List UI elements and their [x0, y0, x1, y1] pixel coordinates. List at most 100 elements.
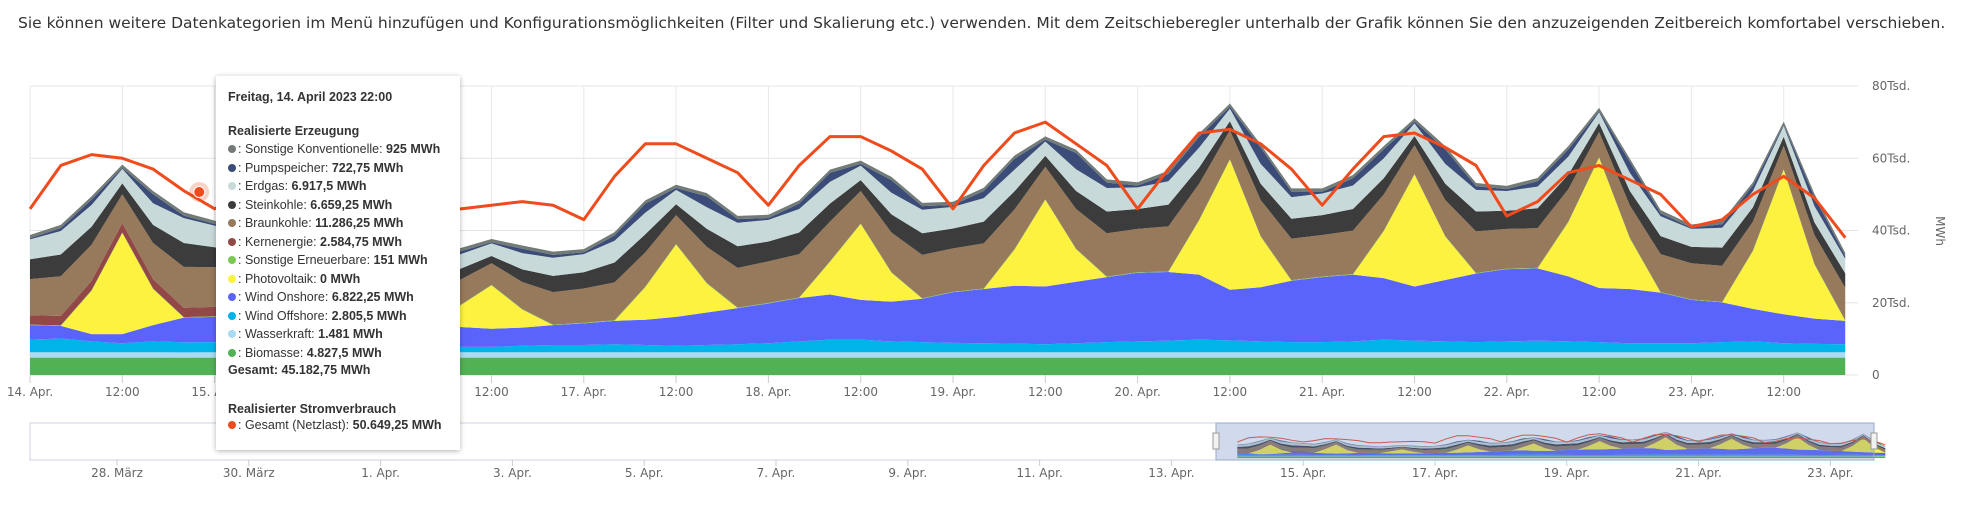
y-tick-label: 20Tsd.: [1872, 296, 1910, 310]
legend-dot-icon: [228, 200, 236, 209]
area-wind-offshore-navigator: [1237, 454, 1886, 456]
y-axis-label: MWh: [1933, 216, 1947, 246]
tooltip-row-label: Erdgas: [244, 179, 285, 193]
navigator-tick-label: 7. Apr.: [757, 466, 796, 480]
area-wind-onshore: [30, 268, 1846, 347]
x-tick-label: 12:00: [1213, 385, 1248, 399]
navigator-tick-label: 13. Apr.: [1148, 466, 1194, 480]
x-tick-label: 12:00: [474, 385, 509, 399]
legend-dot-icon: [228, 274, 236, 283]
area-biomasse: [30, 357, 1846, 375]
area-wind-offshore: [30, 338, 1846, 353]
y-tick-label: 80Tsd.: [1872, 79, 1910, 93]
navigator-tick-label: 30. März: [223, 466, 275, 480]
tooltip-row: : Steinkohle: 6.659,25 MWh: [228, 196, 448, 215]
x-tick-label: 17. Apr.: [561, 385, 607, 399]
y-tick-label: 0: [1872, 368, 1880, 382]
tooltip-row-value: 4.827,5 MWh: [306, 345, 382, 360]
tooltip-row-label: Steinkohle: [244, 197, 304, 212]
tooltip-row-value: 6.917,5 MWh: [291, 179, 367, 193]
navigator-handle-right[interactable]: [1870, 432, 1878, 450]
legend-dot-icon: [228, 237, 236, 246]
legend-dot-icon: [228, 330, 236, 338]
x-tick-label: 12:00: [659, 385, 694, 399]
legend-dot-icon: [228, 256, 236, 264]
x-tick-label: 18. Apr.: [745, 385, 791, 399]
navigator-tick-label: 5. Apr.: [625, 466, 664, 480]
tooltip-row-value: 2.584,75 MWh: [320, 234, 402, 249]
x-tick-label: 23. Apr.: [1668, 385, 1714, 399]
tooltip-row-label: Wasserkraft: [244, 327, 312, 341]
tooltip-row-value: 0 MWh: [320, 271, 361, 286]
x-tick-label: 12:00: [843, 385, 878, 399]
x-tick-label: 19. Apr.: [930, 385, 976, 399]
legend-dot-icon: [228, 219, 236, 227]
x-tick-label: 22. Apr.: [1484, 385, 1530, 399]
navigator-tick-label: 1. Apr.: [361, 466, 400, 480]
navigator-tick-label: 3. Apr.: [493, 466, 532, 480]
tooltip-row: : Wasserkraft: 1.481 MWh: [228, 325, 448, 344]
tooltip-row: : Wind Offshore: 2.805,5 MWh: [228, 307, 448, 326]
navigator-handle-left[interactable]: [1212, 432, 1220, 450]
x-tick-label: 12:00: [1028, 385, 1063, 399]
legend-dot-icon: [228, 293, 236, 301]
y-tick-label: 40Tsd.: [1872, 224, 1910, 238]
tooltip-consumption-value: 50.649,25 MWh: [352, 418, 442, 432]
tooltip-row-value: 11.286,25 MWh: [315, 216, 404, 230]
navigator-tick-label: 19. Apr.: [1544, 466, 1590, 480]
x-tick-label: 20. Apr.: [1114, 385, 1160, 399]
tooltip-row-label: Sonstige Konventionelle: [244, 142, 380, 156]
area-braunkohle-navigator: [1237, 434, 1886, 454]
y-tick-label: 60Tsd.: [1872, 151, 1910, 165]
tooltip-row: : Kernenergie: 2.584,75 MWh: [228, 233, 448, 252]
x-tick-label: 21. Apr.: [1299, 385, 1345, 399]
tooltip-row-label: Biomasse: [244, 345, 300, 360]
tooltip-row-value: 925 MWh: [386, 142, 441, 156]
area-sonstige-konventionelle-navigator: [1237, 431, 1886, 447]
area-braunkohle: [30, 130, 1846, 325]
tooltip-consumption-label: Gesamt (Netzlast): [244, 418, 346, 432]
tooltip-consumption-row: : Gesamt (Netzlast): 50.649,25 MWh: [228, 416, 448, 435]
x-tick-label: 12:00: [1766, 385, 1801, 399]
x-tick-label: 12:00: [1582, 385, 1617, 399]
area-erdgas: [30, 108, 1846, 277]
tooltip-section-consumption: Realisierter Stromverbrauch: [228, 402, 397, 416]
x-tick-label: 14. Apr.: [7, 385, 53, 399]
tooltip-row-label: Wind Onshore: [244, 290, 325, 304]
tooltip-row: : Sonstige Erneuerbare: 151 MWh: [228, 251, 448, 270]
area-biomasse-navigator: [1237, 456, 1886, 458]
navigator-tick-label: 28. März: [91, 466, 143, 480]
tooltip-row-value: 151 MWh: [373, 253, 428, 267]
legend-dot-icon: [228, 421, 236, 429]
area-pumpspeicher: [30, 106, 1846, 261]
stacked-areas: [30, 103, 1846, 375]
tooltip-row-value: 6.822,25 MWh: [331, 290, 414, 304]
tooltip-row: : Erdgas: 6.917,5 MWh: [228, 177, 448, 196]
tooltip-row-value: 6.659,25 MWh: [310, 197, 393, 212]
tooltip-row-label: Photovoltaik: [244, 271, 314, 286]
tooltip-row-label: Braunkohle: [244, 216, 309, 230]
tooltip-row-label: Wind Offshore: [244, 308, 325, 323]
y-axis-ticks: 0 20Tsd. 40Tsd. 60Tsd. 80Tsd.: [1872, 79, 1910, 382]
x-tick-label: 12:00: [105, 385, 140, 399]
tooltip-title: Freitag, 14. April 2023 22:00: [228, 90, 393, 104]
navigator-line-netzlast: [1237, 433, 1886, 446]
area-wasserkraft: [30, 352, 1846, 358]
tooltip-total: Gesamt: 45.182,75 MWh: [228, 363, 371, 377]
intro-text: Sie können weitere Datenkategorien im Me…: [18, 14, 1946, 32]
tooltip-row: : Biomasse: 4.827,5 MWh: [228, 344, 448, 363]
tooltip-row-value: 722,75 MWh: [331, 160, 404, 175]
navigator-tick-label: 11. Apr.: [1016, 466, 1062, 480]
tooltip-row: : Braunkohle: 11.286,25 MWh: [228, 214, 448, 233]
legend-dot-icon: [228, 182, 236, 190]
area-sonstige-konventionelle: [30, 103, 1846, 259]
highlight-marker: [193, 186, 206, 199]
tooltip-row-value: 2.805,5 MWh: [331, 308, 407, 323]
navigator-tick-label: 15. Apr.: [1280, 466, 1326, 480]
tooltip-row: : Photovoltaik: 0 MWh: [228, 270, 448, 289]
tooltip-row: : Pumpspeicher: 722,75 MWh: [228, 159, 448, 178]
area-wasserkraft-navigator: [1237, 455, 1886, 457]
area-kernenergie: [30, 157, 1846, 326]
navigator-selection[interactable]: [1215, 422, 1875, 461]
